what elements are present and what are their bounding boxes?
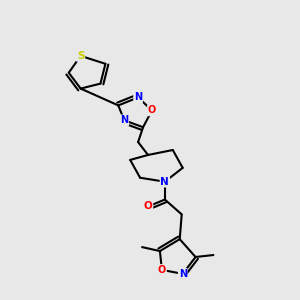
Text: N: N [178,269,187,279]
Text: O: O [144,202,152,212]
Text: O: O [158,265,166,275]
Text: N: N [134,92,142,103]
Text: N: N [160,177,169,187]
Text: N: N [120,115,128,125]
Text: O: O [148,105,156,116]
Text: S: S [77,51,84,61]
